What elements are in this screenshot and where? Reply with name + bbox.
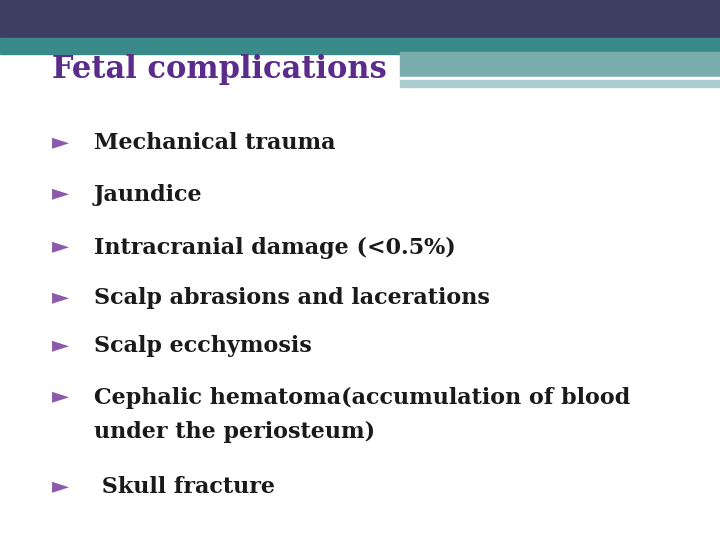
Text: ►: ►	[52, 184, 69, 204]
Text: ►: ►	[52, 476, 69, 496]
Text: Mechanical trauma: Mechanical trauma	[94, 132, 335, 154]
Bar	[400, 80, 720, 87]
Text: Scalp abrasions and lacerations: Scalp abrasions and lacerations	[94, 287, 490, 309]
Bar	[0, 38, 720, 54]
Text: Skull fracture: Skull fracture	[94, 476, 274, 498]
Text: Scalp ecchymosis: Scalp ecchymosis	[94, 335, 311, 357]
Text: ►: ►	[52, 287, 69, 307]
Text: Intracranial damage (<0.5%): Intracranial damage (<0.5%)	[94, 237, 455, 259]
Text: Jaundice: Jaundice	[94, 184, 202, 206]
Text: ►: ►	[52, 132, 69, 152]
Text: ►: ►	[52, 237, 69, 256]
Text: under the periosteum): under the periosteum)	[94, 421, 374, 443]
Text: ►: ►	[52, 335, 69, 355]
Bar	[0, 0, 720, 40]
Text: Fetal complications: Fetal complications	[52, 54, 387, 85]
Text: ►: ►	[52, 387, 69, 407]
Bar	[400, 52, 720, 78]
Bar	[400, 77, 720, 82]
Text: Cephalic hematoma(accumulation of blood: Cephalic hematoma(accumulation of blood	[94, 387, 630, 409]
